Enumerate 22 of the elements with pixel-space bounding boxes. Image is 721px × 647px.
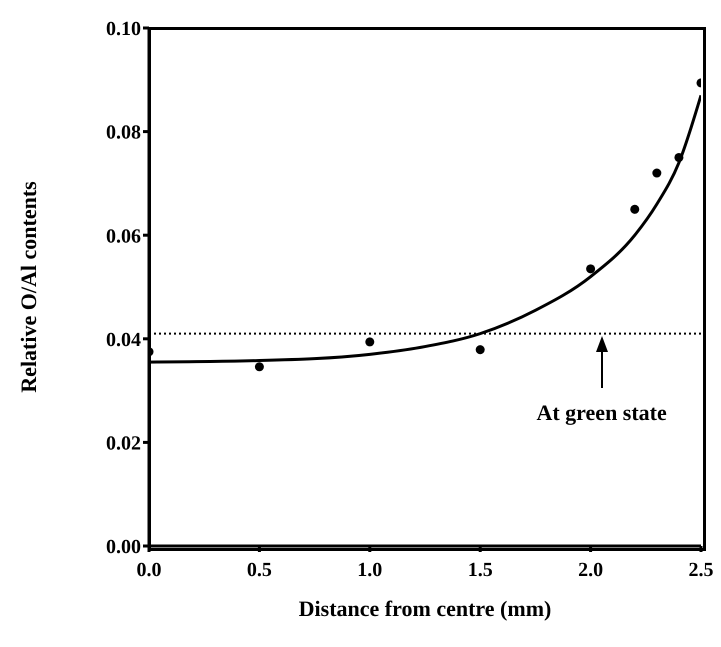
point [630,204,640,214]
y-tick-label: 0.10 [106,18,141,40]
point [365,337,374,346]
x-tick-label: 1.5 [468,559,493,582]
y-tick-label: 0.06 [106,225,141,248]
y-tick-label: 0.08 [106,122,141,144]
x-tick-label: 0.0 [136,559,162,582]
y-tick-label: 0.00 [106,536,141,558]
x-tick-label: 2.0 [578,559,604,582]
x-axis-title: Distance from centre (mm) [298,596,552,621]
x-tick-label: 0.5 [246,559,272,582]
point [652,168,662,178]
annotation: At green state [535,400,668,426]
x-tick-label: 1.0 [357,559,382,582]
point [586,264,596,274]
y-axis-title: Relative O/Al contents [16,180,41,393]
point [254,362,264,372]
y-tick-label: 0.04 [106,328,141,351]
x-tick-label: 2.5 [688,559,714,582]
y-tick-label: 0.02 [106,432,141,454]
point [476,345,485,354]
point [674,152,684,162]
